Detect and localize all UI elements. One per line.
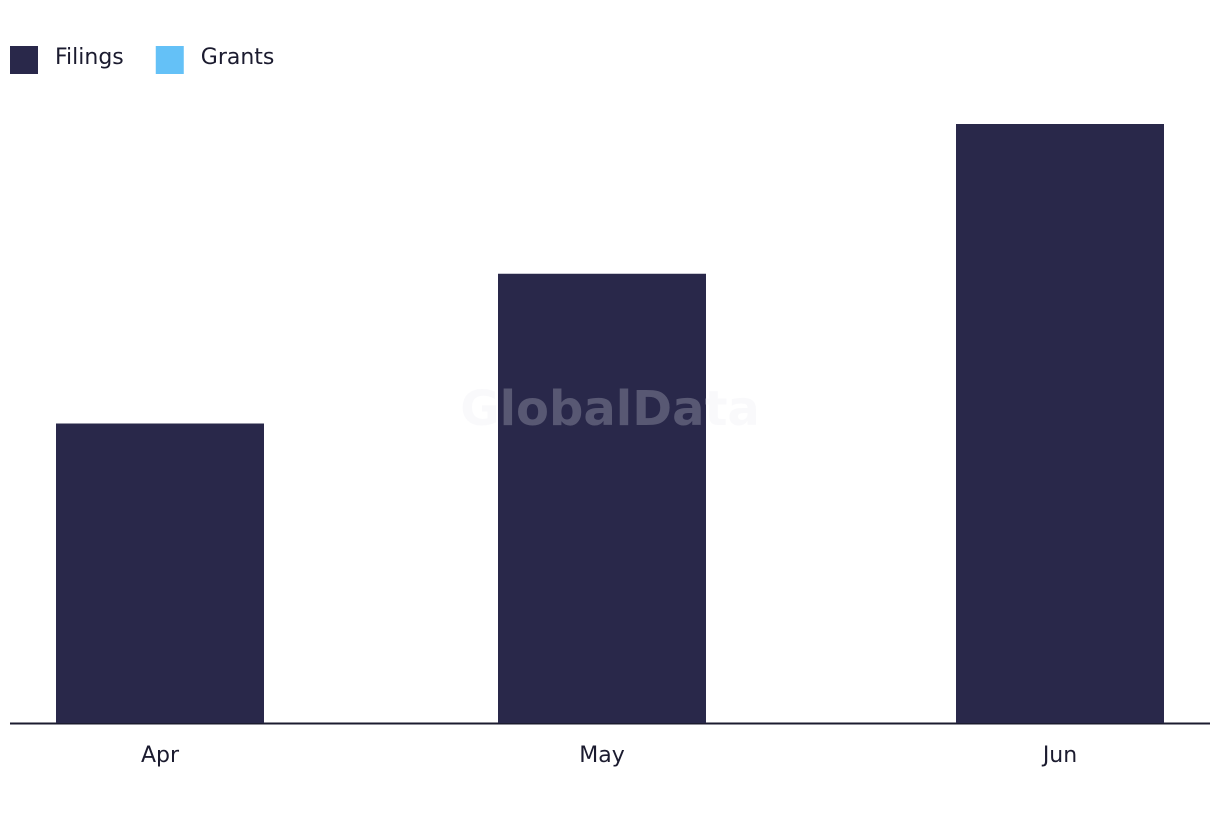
legend-label: Grants [201,45,275,70]
x-tick-label: Apr [141,743,180,768]
legend-swatch [155,46,184,74]
legend-swatch [10,46,38,74]
bar [956,124,1164,723]
legend-label: Filings [55,45,124,70]
bar [56,423,264,723]
x-tick-label: May [579,743,624,768]
watermark: GlobalData [460,381,760,437]
x-tick-label: Jun [1041,743,1077,768]
bar [498,273,706,723]
